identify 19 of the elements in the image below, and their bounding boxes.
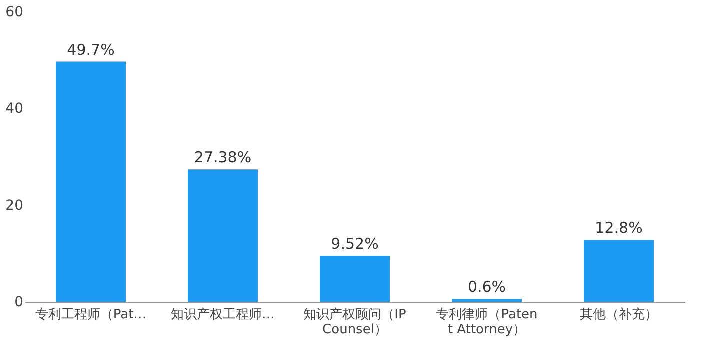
y-tick-label: 20 xyxy=(6,198,24,214)
data-label: 49.7% xyxy=(67,40,115,59)
x-tick-label: 知识产权工程师… xyxy=(171,308,275,322)
data-label: 27.38% xyxy=(194,148,252,167)
y-tick-label: 0 xyxy=(14,294,24,310)
y-tick-label: 60 xyxy=(6,4,24,20)
bar xyxy=(56,62,126,302)
data-label: 0.6% xyxy=(468,278,506,296)
bar xyxy=(188,170,258,302)
bar xyxy=(320,256,390,302)
bar xyxy=(584,240,654,302)
y-tick-label: 40 xyxy=(6,101,24,118)
bar xyxy=(452,299,522,302)
x-tick-label: 专利律师（Patent Attorney） xyxy=(436,308,538,338)
x-tick-label: 专利工程师（Pat… xyxy=(35,308,147,322)
x-tick-label: 其他（补充） xyxy=(580,308,658,322)
data-label: 12.8% xyxy=(595,219,643,238)
data-label: 9.52% xyxy=(331,234,379,253)
x-tick-label: 知识产权顾问（IP Counsel） xyxy=(304,308,406,338)
